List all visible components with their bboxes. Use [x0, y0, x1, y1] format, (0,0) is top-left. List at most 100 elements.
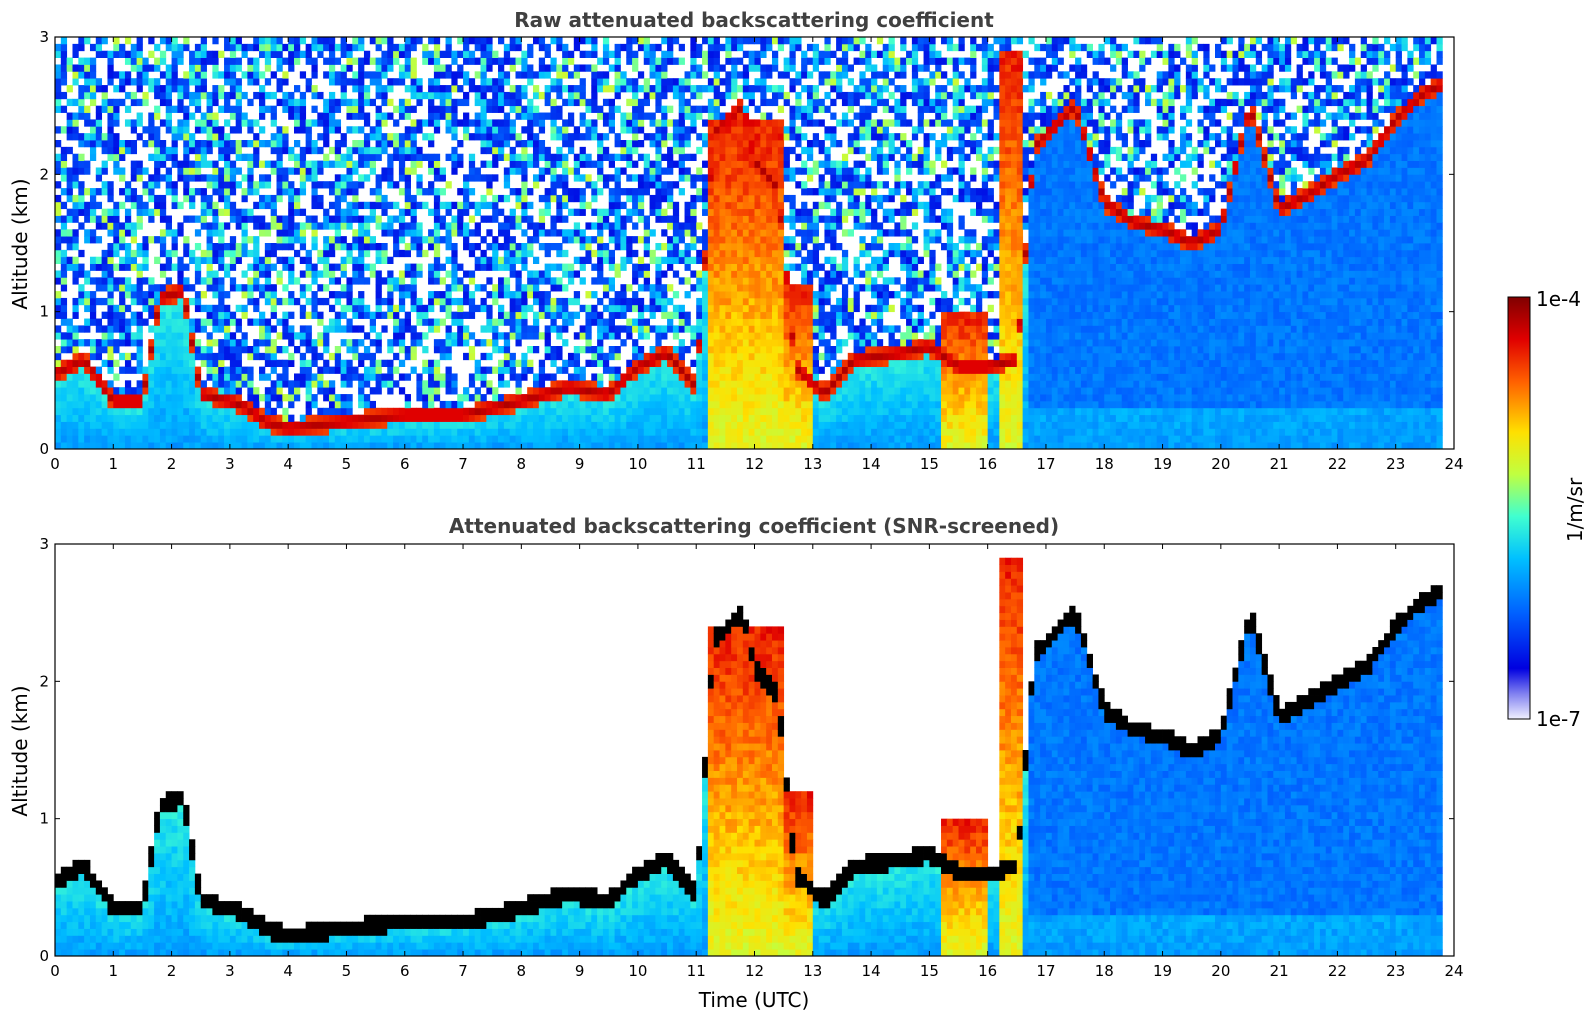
heatmap-cell: [72, 50, 79, 58]
heatmap-cell: [661, 229, 668, 237]
heatmap-cell: [480, 64, 487, 72]
heatmap-cell: [562, 167, 569, 175]
heatmap-cell: [486, 78, 493, 86]
heatmap-cell: [684, 428, 691, 436]
heatmap-cell: [445, 435, 452, 443]
heatmap-cell: [667, 119, 674, 127]
heatmap-cell: [264, 270, 272, 278]
heatmap-cell: [154, 57, 161, 65]
heatmap-cell: [632, 387, 639, 395]
heatmap-cell: [142, 277, 149, 285]
heatmap-cell: [532, 332, 540, 340]
heatmap-cell: [253, 91, 260, 100]
heatmap-cell: [498, 373, 505, 381]
heatmap-cell: [159, 91, 167, 100]
heatmap-cell: [515, 256, 522, 264]
heatmap-cell: [696, 442, 703, 450]
heatmap-cell: [707, 339, 715, 347]
heatmap-cell: [614, 263, 621, 271]
heatmap-cell: [591, 126, 598, 134]
heatmap-cell: [556, 243, 563, 251]
heatmap-cell: [527, 201, 534, 210]
heatmap-cell: [492, 236, 499, 244]
heatmap-cell: [573, 85, 581, 93]
heatmap-cell: [439, 304, 446, 313]
heatmap-cell: [282, 263, 289, 271]
heatmap-cell: [206, 174, 213, 182]
heatmap-cell: [532, 222, 540, 230]
heatmap-cell: [550, 160, 557, 168]
heatmap-cell: [480, 256, 487, 264]
heatmap-cell: [119, 167, 126, 175]
heatmap-cell: [702, 407, 709, 416]
heatmap-cell: [503, 435, 511, 443]
heatmap-cell: [602, 215, 610, 223]
heatmap-cell: [212, 64, 219, 72]
heatmap-cell: [264, 256, 272, 264]
heatmap-cell: [387, 256, 394, 264]
heatmap-cell: [597, 270, 604, 278]
heatmap-cell: [305, 339, 312, 347]
heatmap-cell: [130, 318, 138, 326]
heatmap-cell: [678, 222, 685, 230]
heatmap-cell: [725, 50, 732, 58]
heatmap-cell: [142, 304, 149, 313]
heatmap-cell: [194, 435, 202, 443]
heatmap-cell: [241, 229, 248, 237]
heatmap-cell: [334, 428, 342, 436]
heatmap-cell: [72, 304, 79, 313]
heatmap-cell: [119, 277, 126, 285]
heatmap-cell: [183, 346, 190, 354]
heatmap-cell: [433, 222, 441, 230]
heatmap-cell: [206, 407, 213, 416]
heatmap-cell: [55, 414, 62, 422]
heatmap-cell: [171, 57, 178, 65]
heatmap-cell: [567, 297, 575, 306]
heatmap-cell: [282, 380, 289, 388]
heatmap-cell: [498, 256, 505, 264]
heatmap-cell: [130, 284, 138, 292]
heatmap-cell: [119, 387, 126, 395]
heatmap-cell: [305, 366, 312, 374]
heatmap-cell: [713, 325, 720, 333]
heatmap-cell: [200, 91, 207, 100]
heatmap-cell: [637, 407, 645, 416]
heatmap-cell: [107, 407, 114, 416]
heatmap-cell: [597, 311, 604, 319]
heatmap-cell: [398, 297, 406, 306]
heatmap-cell: [66, 346, 73, 354]
heatmap-cell: [177, 50, 184, 58]
heatmap-cell: [725, 297, 732, 306]
heatmap-cell: [323, 222, 330, 230]
heatmap-cell: [387, 339, 394, 347]
heatmap-cell: [229, 387, 237, 395]
heatmap-cell: [60, 297, 68, 306]
heatmap-cell: [498, 98, 505, 107]
heatmap-cell: [124, 146, 132, 155]
heatmap-cell: [404, 146, 411, 155]
heatmap-cell: [422, 318, 429, 326]
heatmap-cell: [159, 201, 167, 210]
heatmap-cell: [690, 91, 697, 100]
heatmap-cell: [725, 174, 732, 182]
heatmap-cell: [702, 188, 709, 196]
heatmap-cell: [527, 50, 534, 58]
heatmap-cell: [433, 339, 441, 347]
heatmap-cell: [696, 222, 703, 230]
heatmap-cell: [259, 37, 266, 45]
heatmap-cell: [241, 270, 248, 278]
heatmap-cell: [189, 442, 196, 450]
heatmap-cell: [393, 339, 400, 347]
heatmap-cell: [60, 256, 68, 264]
heatmap-cell: [515, 71, 522, 79]
heatmap-cell: [247, 188, 254, 196]
heatmap-cell: [713, 112, 720, 120]
heatmap-cell: [457, 188, 464, 196]
heatmap-cell: [369, 352, 376, 361]
heatmap-cell: [282, 366, 289, 374]
heatmap-cell: [55, 332, 62, 340]
heatmap-cell: [661, 215, 668, 223]
heatmap-cell: [264, 37, 272, 45]
heatmap-cell: [78, 201, 85, 210]
heatmap-cell: [282, 243, 289, 251]
